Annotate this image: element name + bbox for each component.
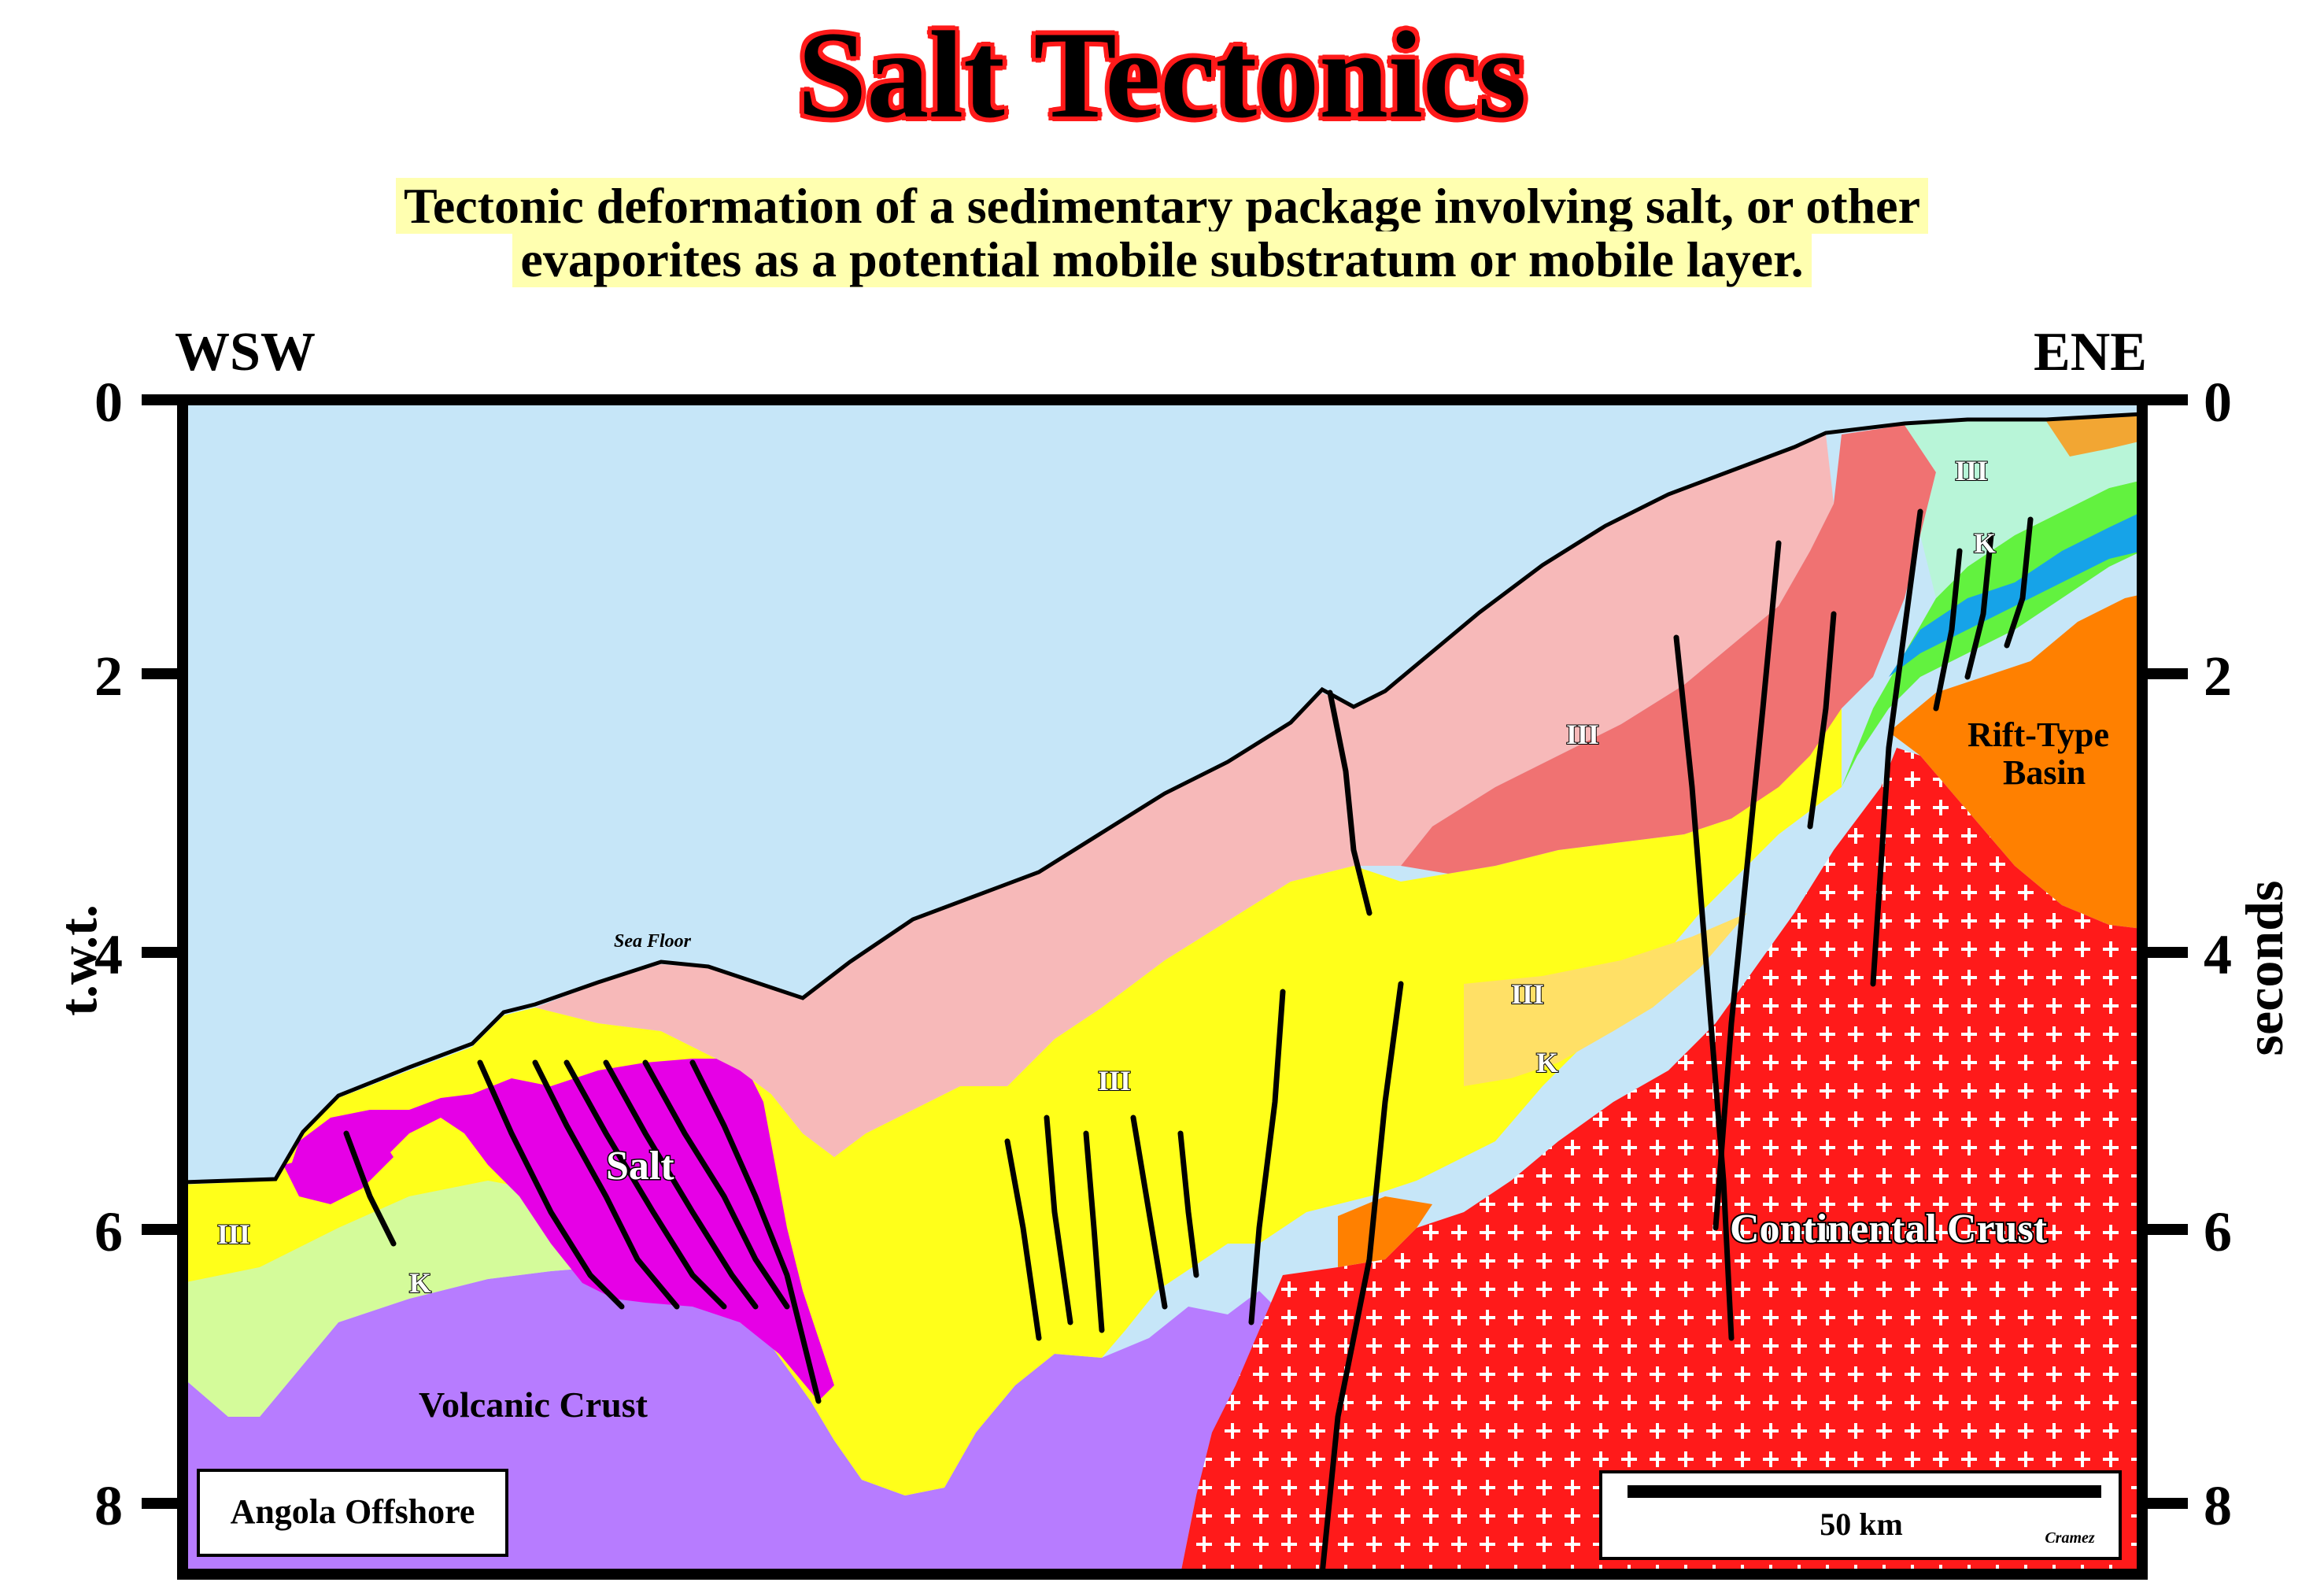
sea-floor-label: Sea Floor xyxy=(614,931,692,952)
unit-k-label-1: K xyxy=(409,1267,431,1299)
faults xyxy=(343,508,2034,1574)
unit-iii-label-5: III xyxy=(1955,455,1988,486)
rift-type-basin xyxy=(1889,594,2142,929)
subtitle-line-2: evaporites as a potential mobile substra… xyxy=(512,231,1812,287)
rift-basin-label-line-2: Basin xyxy=(2003,753,2086,792)
rift-basin-label-line-1: Rift-Type xyxy=(1967,715,2109,754)
tick-right-0: 0 xyxy=(2204,371,2232,434)
axis-title-left: t.w.t. xyxy=(48,904,108,1016)
axis-title-right: seconds xyxy=(2234,881,2294,1056)
tick-right-4: 4 xyxy=(2204,923,2232,986)
unit-k-label-2: K xyxy=(1536,1047,1558,1078)
unit-pink-light xyxy=(183,434,1834,1185)
tick-left-8: 8 xyxy=(94,1474,123,1537)
tick-right-6: 6 xyxy=(2204,1200,2232,1263)
continental-crust xyxy=(1180,748,2142,1574)
volcanic-crust-label: Volcanic Crust xyxy=(419,1385,648,1425)
scale-label: 50 km xyxy=(1820,1507,1903,1542)
sea-floor-line xyxy=(183,412,2142,1185)
salt-label: Salt xyxy=(606,1144,674,1189)
location-box xyxy=(197,1469,508,1557)
page-title: Salt Tectonics xyxy=(797,6,1527,144)
orange-wedge-lower xyxy=(1338,1196,1432,1267)
unit-k-label-3: K xyxy=(1974,527,1996,559)
salt-pillow-wsw xyxy=(283,1133,393,1204)
subtitle: Tectonic deformation of a sedimentary pa… xyxy=(0,178,2324,287)
author-label: Cramez xyxy=(2045,1529,2095,1547)
axis-ticks xyxy=(142,394,2188,1509)
direction-label-east: ENE xyxy=(2034,322,2147,383)
unit-k-green-wsw xyxy=(183,1181,598,1417)
tick-left-4: 4 xyxy=(94,923,123,986)
continental-crust-label: Continental Crust xyxy=(1730,1207,2048,1251)
tick-left-6: 6 xyxy=(94,1200,123,1263)
tick-right-2: 2 xyxy=(2204,645,2232,708)
unit-iii-label-2: III xyxy=(1098,1065,1131,1096)
unit-iii-label-1: III xyxy=(217,1218,250,1250)
unit-iii-label-3: III xyxy=(1511,978,1544,1010)
unit-pale-green-ene xyxy=(1905,421,2142,598)
subtitle-line-1: Tectonic deformation of a sedimentary pa… xyxy=(396,178,1928,234)
unit-iii-label-4: III xyxy=(1566,719,1599,750)
tick-left-0: 0 xyxy=(94,371,123,434)
unit-orange-top-ene xyxy=(2046,416,2142,457)
section-frame xyxy=(177,394,2148,1580)
direction-label-west: WSW xyxy=(175,322,316,383)
unit-iii-dark-pink xyxy=(1401,425,1936,874)
tick-right-8: 8 xyxy=(2204,1474,2232,1537)
unit-iii-yellow xyxy=(183,677,1842,1495)
tick-left-2: 2 xyxy=(94,645,123,708)
location-label: Angola Offshore xyxy=(231,1492,475,1531)
unit-iii-light-yellow xyxy=(1464,913,1747,1086)
